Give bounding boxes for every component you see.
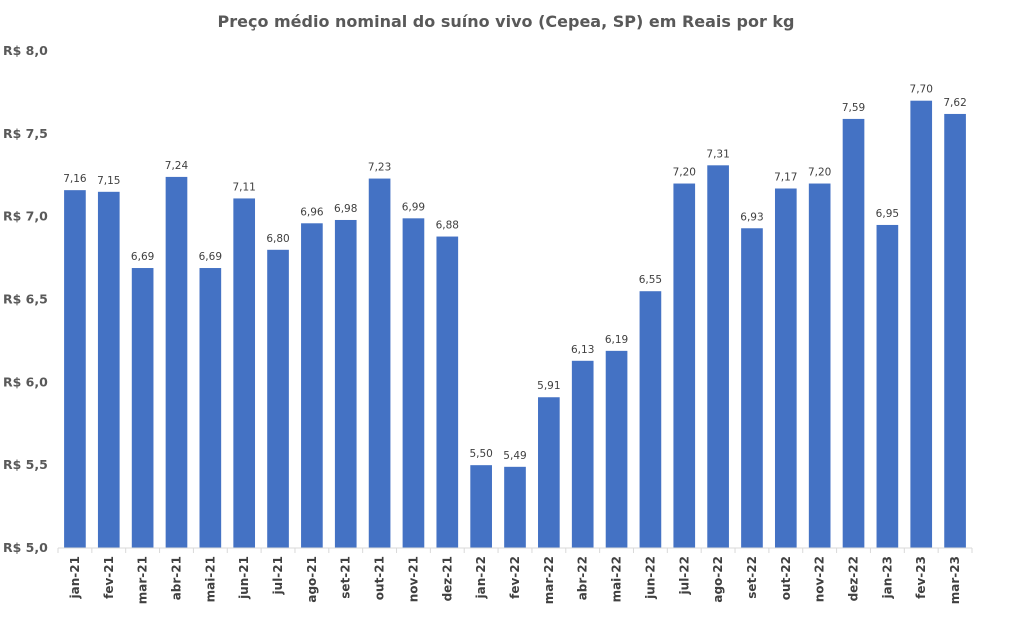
y-tick-label: R$ 8,0 [3, 43, 48, 58]
data-label: 6,80 [266, 233, 289, 245]
data-label: 7,23 [368, 162, 391, 174]
bar-out-21 [368, 178, 391, 548]
bar-fev-21 [97, 191, 120, 549]
data-label: 7,59 [842, 102, 865, 114]
data-label: 7,16 [63, 173, 87, 185]
x-tick-label: set-22 [745, 556, 759, 599]
data-label: 7,15 [97, 175, 120, 187]
bar-abr-22 [571, 360, 594, 548]
x-tick-label: mai-21 [203, 556, 217, 602]
data-label: 7,31 [706, 148, 729, 160]
data-label: 7,70 [910, 84, 933, 96]
data-label: 6,88 [436, 220, 459, 232]
x-tick-label: ago-21 [305, 556, 319, 603]
x-tick-label: dez-22 [847, 556, 861, 601]
bar-abr-21 [165, 176, 188, 548]
data-label: 6,69 [199, 251, 222, 263]
bar-set-21 [334, 219, 357, 549]
x-tick-label: nov-21 [406, 556, 420, 602]
x-tick-label: jan-22 [474, 556, 488, 599]
x-tick-label: jun-22 [643, 556, 657, 600]
x-axis: jan-21 fev-21 mar-21 abr-21 mai-21 jun-21 jul-… [57, 547, 973, 604]
bar-mar-21 [131, 268, 154, 548]
bar-jun-21 [233, 198, 256, 548]
data-label: 5,91 [537, 380, 560, 392]
x-tick-label: fev-22 [508, 556, 522, 599]
y-axis: R$ 5,0 R$ 5,5 R$ 6,0 R$ 6,5 R$ 7,0 R$ 7,5 R$ 8… [3, 43, 48, 555]
data-label: 7,11 [232, 181, 255, 193]
bar-jan-21 [64, 190, 86, 548]
bar-ago-22 [707, 165, 729, 548]
x-tick-label: fev-21 [102, 556, 116, 599]
x-tick-label: mar-22 [542, 556, 556, 604]
y-tick-label: R$ 5,0 [3, 540, 48, 555]
data-label: 6,55 [639, 274, 662, 286]
bar-dez-22 [842, 118, 865, 548]
bar-jan-23 [876, 224, 899, 548]
bar-jul-21 [267, 249, 289, 549]
bar-jun-22 [639, 291, 662, 548]
bar-jan-22 [470, 465, 492, 548]
bar-fev-23 [910, 100, 933, 548]
y-tick-label: R$ 6,0 [3, 374, 48, 389]
y-tick-label: R$ 7,5 [3, 126, 48, 141]
data-label: 6,98 [334, 203, 357, 215]
data-label: 6,19 [605, 334, 628, 346]
x-tick-label: nov-22 [813, 556, 827, 602]
x-tick-label: jan-21 [68, 556, 82, 599]
bar-dez-21 [436, 236, 459, 548]
x-tick-label: ago-22 [711, 556, 725, 603]
x-tick-label: abr-21 [169, 556, 183, 600]
data-label: 5,50 [469, 448, 492, 460]
data-label: 7,17 [774, 172, 797, 184]
x-tick-label: mai-22 [610, 556, 624, 602]
data-label: 6,96 [300, 206, 324, 218]
x-tick-label: set-21 [339, 556, 353, 599]
bar-jul-22 [673, 183, 696, 549]
bar-out-22 [774, 188, 797, 548]
x-tick-label: abr-22 [576, 556, 590, 600]
bar-mar-23 [944, 113, 966, 548]
data-label: 6,69 [131, 251, 154, 263]
data-label: 7,20 [808, 167, 831, 179]
data-label: 7,20 [673, 167, 696, 179]
data-labels-group: 7,16 7,15 6,69 7,24 6,69 7,11 6,80 6,96 6,98 7,23… [63, 84, 967, 462]
y-tick-label: R$ 6,5 [3, 292, 48, 307]
bar-mai-22 [605, 350, 628, 548]
x-tick-label: mar-21 [136, 556, 150, 604]
data-label: 7,62 [943, 97, 966, 109]
y-tick-label: R$ 5,5 [3, 457, 48, 472]
x-tick-label: jan-23 [880, 556, 894, 599]
x-tick-label: fev-23 [914, 556, 928, 599]
bar-fev-22 [504, 466, 526, 548]
data-label: 6,13 [571, 344, 594, 356]
chart-title: Preço médio nominal do suíno vivo (Cepea… [217, 12, 794, 31]
x-tick-label: jun-21 [237, 556, 251, 600]
bar-nov-22 [808, 183, 831, 549]
data-label: 6,99 [402, 201, 425, 213]
bar-nov-21 [402, 218, 425, 548]
bars-group [64, 100, 966, 549]
data-label: 6,93 [740, 211, 763, 223]
bar-mar-22 [538, 397, 560, 548]
x-tick-label: out-21 [373, 556, 387, 600]
x-tick-label: jul-21 [271, 556, 285, 595]
x-tick-label: mar-23 [948, 556, 962, 604]
bar-set-22 [741, 228, 763, 548]
bar-mai-21 [199, 268, 222, 548]
data-label: 5,49 [503, 450, 526, 462]
data-label: 7,24 [165, 160, 189, 172]
x-tick-label: out-22 [779, 556, 793, 600]
y-tick-label: R$ 7,0 [3, 209, 48, 224]
x-tick-label: jul-22 [677, 556, 691, 595]
x-tick-label: dez-21 [440, 556, 454, 601]
bar-ago-21 [301, 223, 323, 548]
data-label: 6,95 [876, 208, 899, 220]
